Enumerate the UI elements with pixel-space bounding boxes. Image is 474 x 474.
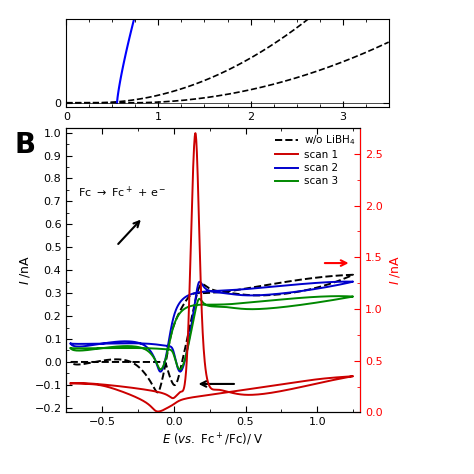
Y-axis label: $I$ /nA: $I$ /nA [18,255,32,285]
X-axis label: $E$ ($vs.$ Fc$^+$/Fc)/ V: $E$ ($vs.$ Fc$^+$/Fc)/ V [163,431,264,448]
Legend: w/o LiBH$_4$, scan 1, scan 2, scan 3: w/o LiBH$_4$, scan 1, scan 2, scan 3 [275,133,355,186]
X-axis label: $E$ ($vs.$ quasi-RE)/ V: $E$ ($vs.$ quasi-RE)/ V [172,126,283,143]
Text: B: B [15,131,36,159]
Text: Fc $\rightarrow$ Fc$^+$ + e$^-$: Fc $\rightarrow$ Fc$^+$ + e$^-$ [78,185,166,200]
Y-axis label: $I$ /nA: $I$ /nA [388,255,402,285]
